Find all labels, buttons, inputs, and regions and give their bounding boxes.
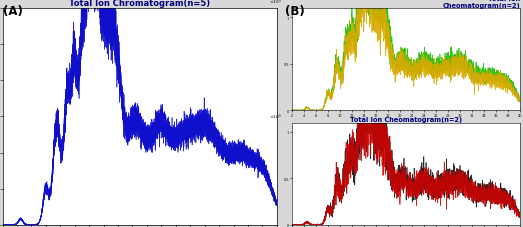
Title: Total Ion Cheomatogram(n=2): Total Ion Cheomatogram(n=2) <box>350 117 462 123</box>
Text: $\times$10$^5$: $\times$10$^5$ <box>269 112 282 121</box>
Text: $\times$10$^5$: $\times$10$^5$ <box>269 0 282 7</box>
Title: Total Ion Chromatogram(n=5): Total Ion Chromatogram(n=5) <box>69 0 210 8</box>
Text: Total Ion
Cheomatogram(n=2): Total Ion Cheomatogram(n=2) <box>442 0 520 9</box>
Text: (A): (A) <box>3 5 22 17</box>
Text: (B): (B) <box>285 5 305 17</box>
